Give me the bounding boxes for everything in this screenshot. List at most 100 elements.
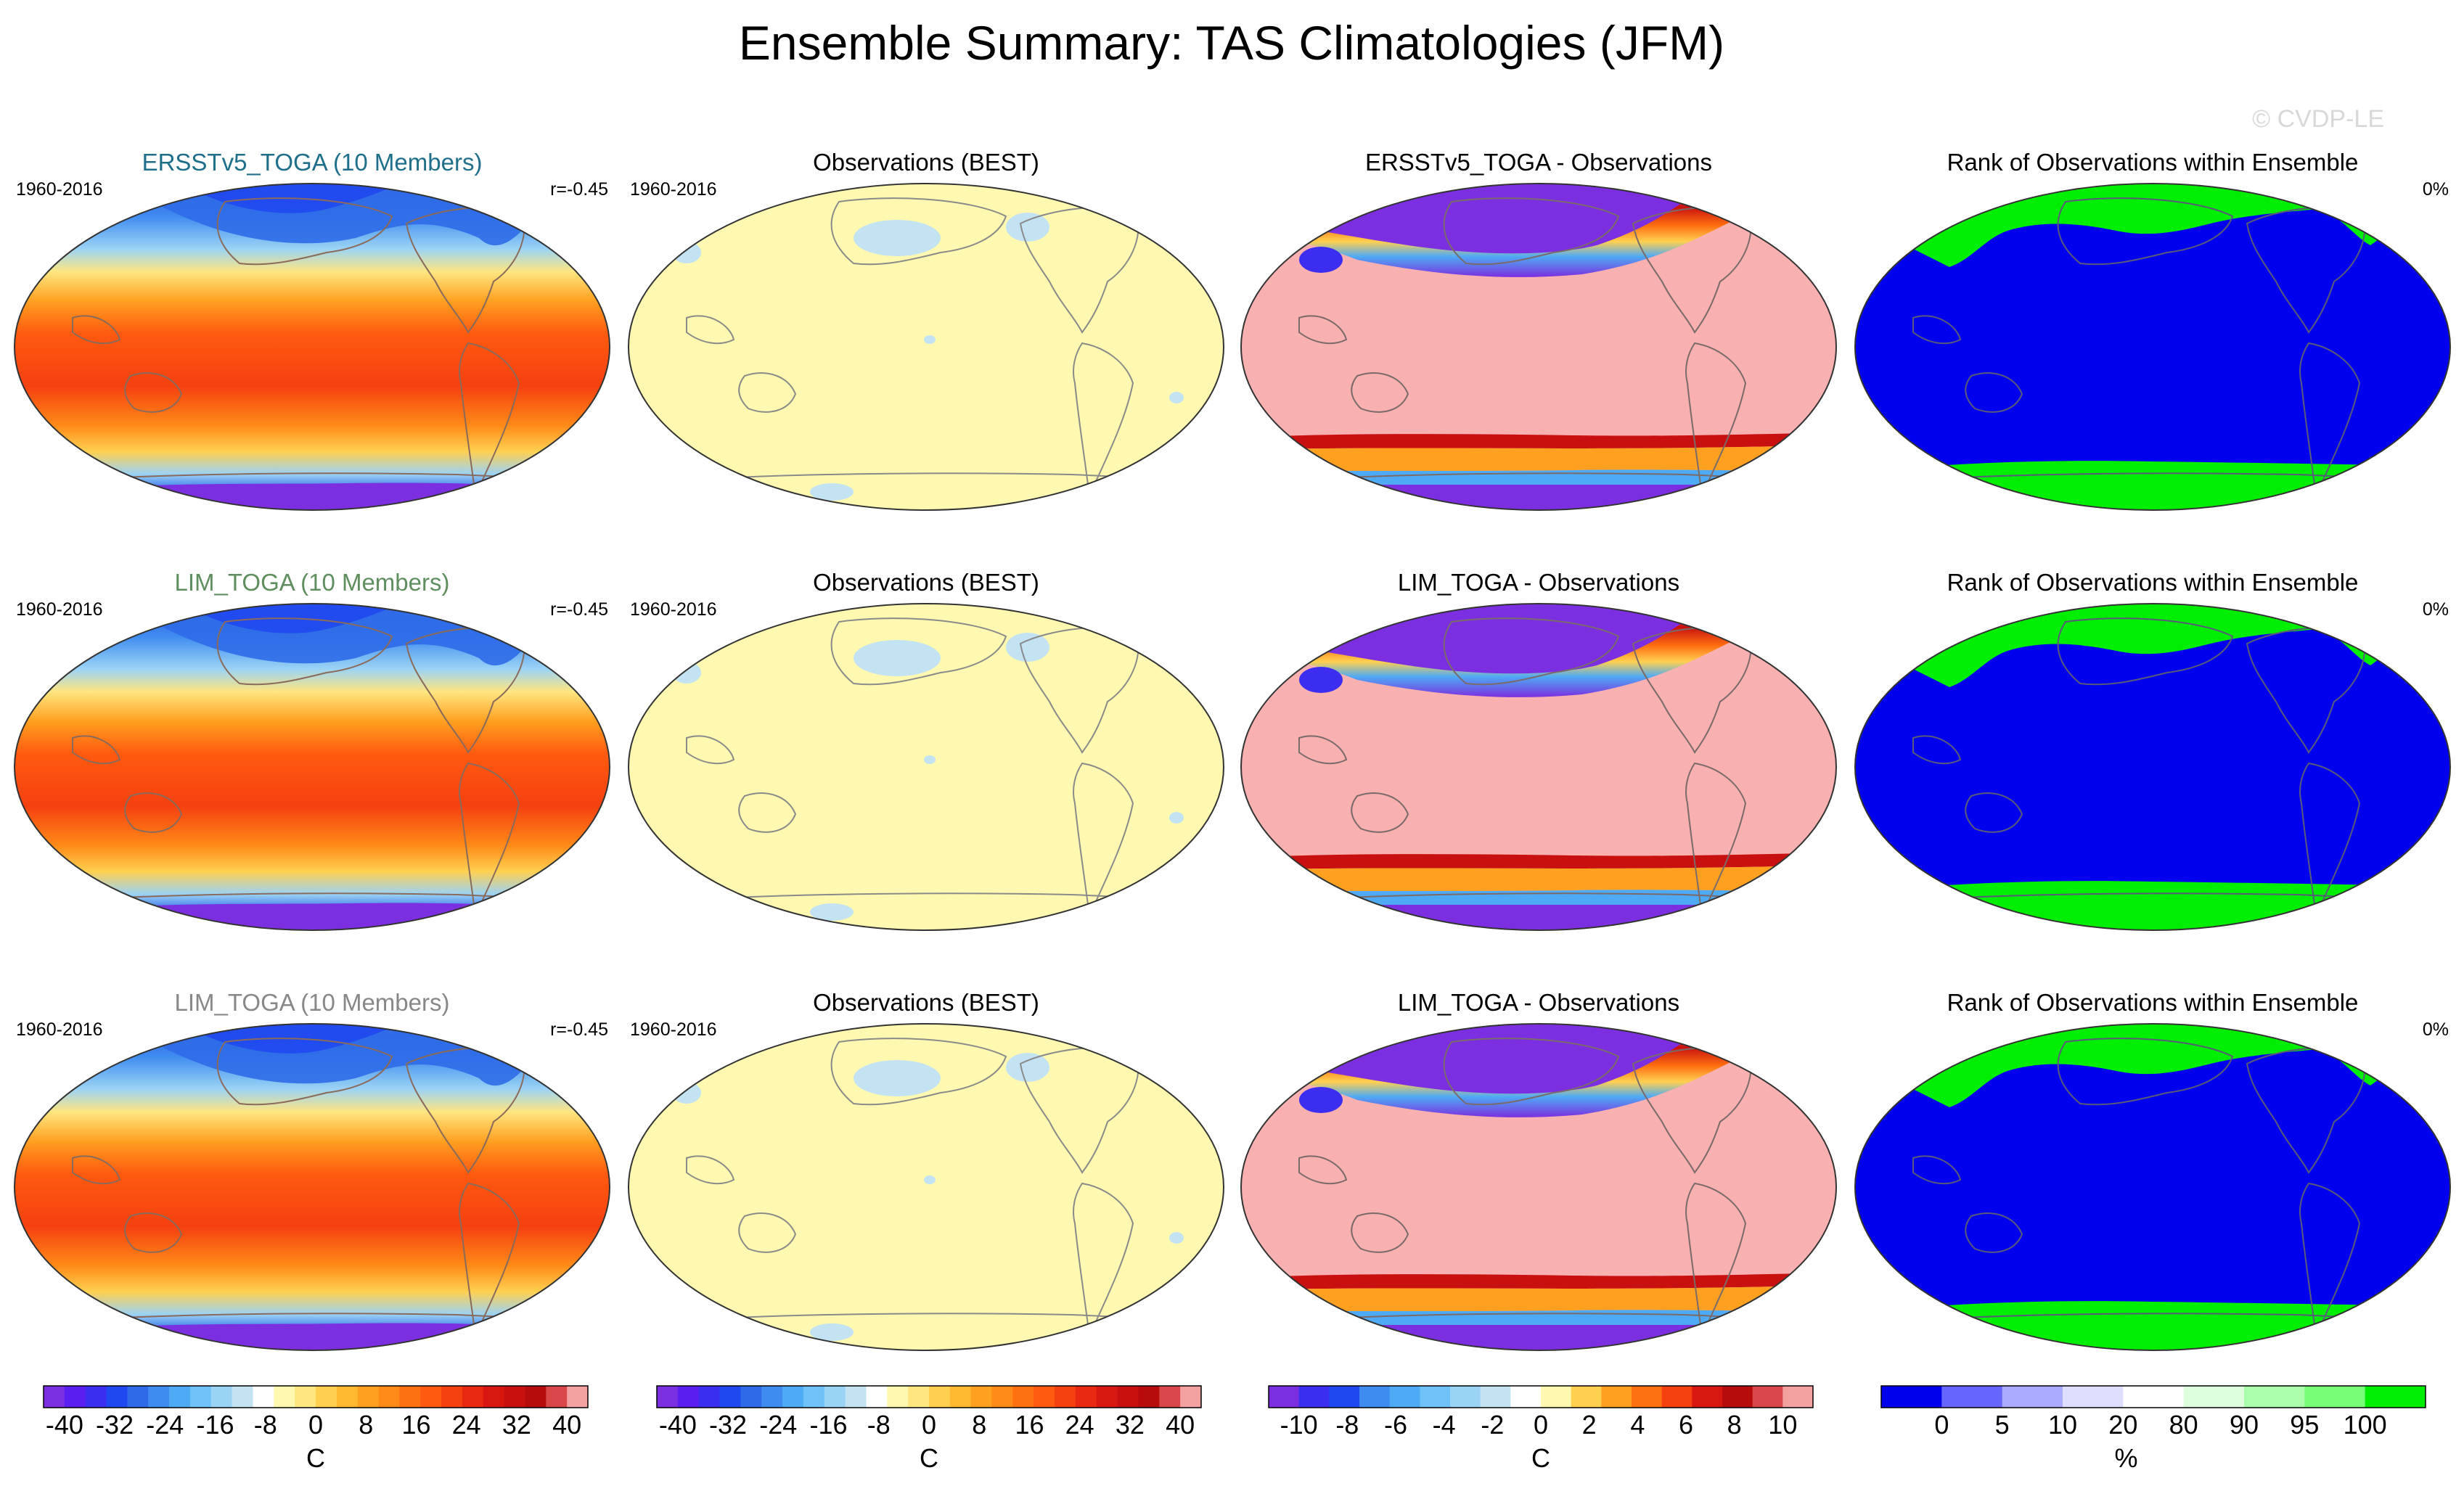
colorbar-swatch: [1359, 1386, 1391, 1408]
colorbar: -40 -32 -24 -16 -8 0 8 16 24 32 40 C: [43, 1385, 589, 1473]
colorbar-swatch: [462, 1386, 484, 1408]
colorbar-swatch: [1510, 1386, 1542, 1408]
coastline: [2057, 1038, 2234, 1106]
cool-anomaly: [854, 220, 941, 256]
colorbar-tick-label: 16: [401, 1410, 430, 1440]
colorbar-swatch: [2002, 1386, 2063, 1408]
map-border: [628, 603, 1224, 931]
coastline: [686, 315, 735, 345]
period-label: 1960-2016: [16, 179, 103, 200]
colorbar-tick-label: 32: [502, 1410, 531, 1440]
colorbar-tick-label: 0: [922, 1410, 936, 1440]
coastline: [216, 197, 393, 266]
south-gradient-band: [1241, 1285, 1836, 1312]
coastline: [1912, 315, 1962, 345]
colorbar-tick-label: -32: [96, 1410, 134, 1440]
coastline: [72, 315, 121, 345]
colorbar-tick-label: 40: [1166, 1410, 1195, 1440]
panel-title: Observations (BEST): [813, 149, 1039, 176]
map-field: [629, 1024, 1224, 1350]
colorbar: -40 -32 -24 -16 -8 0 8 16 24 32 40 C: [656, 1385, 1202, 1473]
map-field: [15, 184, 610, 510]
colorbar-tick-label: 0: [308, 1410, 323, 1440]
colorbar-swatch: [295, 1386, 316, 1408]
colorbar-border: [1268, 1385, 1814, 1408]
cool-anomaly: [1169, 1232, 1184, 1244]
colorbar-swatch: [1117, 1386, 1139, 1408]
map-border: [1854, 183, 2451, 511]
colorbar-swatch: [866, 1386, 888, 1408]
coastline: [1965, 372, 2023, 413]
colorbar-swatch: [1180, 1386, 1202, 1408]
south-gradient-band: [1241, 445, 1836, 472]
cool-anomaly: [1169, 392, 1184, 403]
colorbar-swatch: [824, 1386, 846, 1408]
coastline: [686, 735, 735, 765]
stat-label: 0%: [2423, 1019, 2449, 1040]
colorbar-swatch: [1329, 1386, 1360, 1408]
colorbar-swatch: [441, 1386, 463, 1408]
coastline: [1912, 1155, 1962, 1185]
coastline: [738, 792, 797, 833]
colorbar-swatch: [44, 1386, 65, 1408]
panel-title: LIM_TOGA - Observations: [1398, 989, 1679, 1016]
colorbar-swatch: [949, 1386, 972, 1408]
map-field: [629, 184, 1224, 510]
stat-label: r=-0.45: [550, 599, 608, 620]
colorbar-swatch: [1782, 1386, 1814, 1408]
coastline: [738, 372, 797, 413]
colorbar-tick-label: 90: [2230, 1410, 2259, 1440]
colorbar-tick-label: 0: [1934, 1410, 1949, 1440]
colorbar-tick-label: 2: [1582, 1410, 1597, 1440]
coastline: [543, 197, 575, 226]
colorbar-border: [656, 1385, 1202, 1408]
map-field: [1855, 184, 2450, 510]
colorbar-swatch: [546, 1386, 568, 1408]
colorbar-tick-label: 8: [359, 1410, 373, 1440]
map-field: [1241, 1024, 1836, 1350]
south-gradient-band: [1241, 1310, 1836, 1325]
colorbar-swatch: [1420, 1386, 1451, 1408]
colorbar-tick-label: 20: [2108, 1410, 2137, 1440]
figure-title: Ensemble Summary: TAS Climatologies (JFM…: [739, 16, 1724, 70]
colorbar-swatch: [1034, 1386, 1055, 1408]
coastline: [686, 1155, 735, 1185]
coastline: [1298, 315, 1348, 345]
colorbar-swatch: [1480, 1386, 1511, 1408]
coastline: [543, 617, 575, 646]
coastline: [1769, 617, 1801, 646]
map-panel-climatology: LIM_TOGA (10 Members) 1960-2016 r=-0.45: [14, 989, 610, 1351]
stat-label: r=-0.45: [550, 179, 608, 200]
colorbar-swatch: [1389, 1386, 1420, 1408]
panel-title: Rank of Observations within Ensemble: [1947, 149, 2359, 176]
coastline: [2383, 617, 2415, 646]
south-cold-bias: [1241, 1325, 1836, 1350]
colorbar-tick-label: -40: [659, 1410, 697, 1440]
colorbar-swatch: [336, 1386, 359, 1408]
cold-spot: [1299, 667, 1343, 693]
coastline: [1912, 735, 1962, 765]
coastline: [2383, 1037, 2415, 1066]
colorbar-swatch: [210, 1386, 233, 1408]
cool-anomaly: [672, 1082, 701, 1104]
colorbar-swatch: [740, 1386, 762, 1408]
colorbar-swatch: [357, 1386, 380, 1408]
colorbar-swatch: [1096, 1386, 1118, 1408]
colorbar-swatch: [169, 1386, 191, 1408]
colorbar-tick-label: -16: [810, 1410, 848, 1440]
panel-title: LIM_TOGA (10 Members): [174, 569, 449, 596]
colorbar-swatch: [106, 1386, 128, 1408]
colorbar-swatch: [1450, 1386, 1481, 1408]
panel-title: ERSSTv5_TOGA (10 Members): [142, 149, 483, 176]
panel-title: Observations (BEST): [813, 569, 1039, 596]
map-panel-rank: Rank of Observations within Ensemble 0%: [1854, 569, 2451, 931]
coastline: [1965, 792, 2023, 833]
colorbar-swatch: [253, 1386, 274, 1408]
map-field: [1855, 604, 2450, 930]
map-border: [1240, 1023, 1837, 1351]
colorbar-tick-label: -8: [867, 1410, 891, 1440]
map-field: [1241, 184, 1836, 510]
colorbar: 0 5 10 20 80 90 95 100%: [1880, 1385, 2426, 1473]
coastline: [1351, 1212, 1409, 1253]
south-gradient-band: [1241, 469, 1836, 485]
